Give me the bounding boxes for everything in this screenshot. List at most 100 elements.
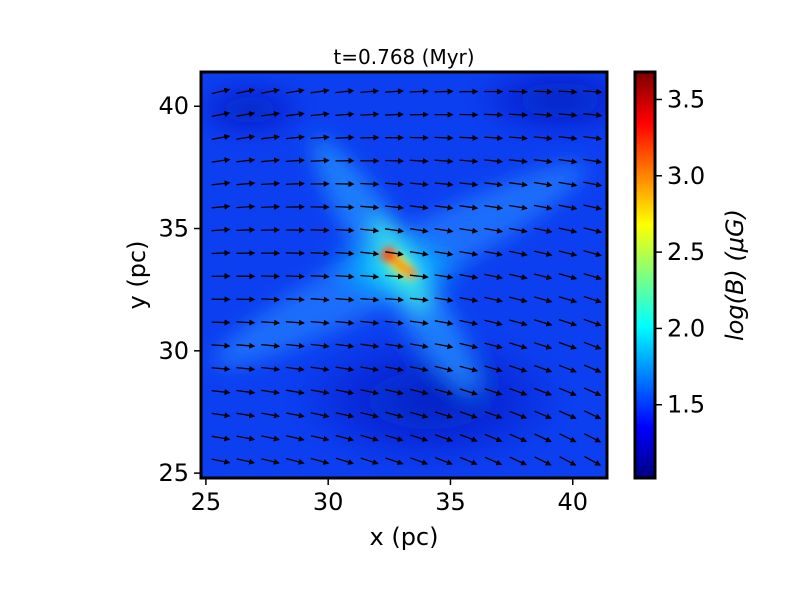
field-vector xyxy=(558,364,577,373)
field-vector xyxy=(534,364,553,373)
field-vector xyxy=(310,366,330,373)
field-vector xyxy=(459,296,479,303)
field-vector xyxy=(285,389,305,396)
field-vector xyxy=(360,250,380,257)
field-vector xyxy=(385,111,404,118)
field-vector xyxy=(385,319,404,326)
field-vector xyxy=(335,204,355,211)
colorbar-frame xyxy=(633,70,657,480)
colorbar-ticks: 1.5 2.0 2.5 3.0 3.5 xyxy=(655,85,705,419)
field-vector xyxy=(310,319,330,326)
field-vector xyxy=(236,111,256,117)
field-vector xyxy=(360,434,379,442)
x-tick-label: 25 xyxy=(191,488,222,516)
field-vector xyxy=(409,204,429,211)
field-vector xyxy=(434,88,454,95)
y-tick-label: 25 xyxy=(158,459,189,487)
field-vector xyxy=(211,110,231,118)
field-vector xyxy=(285,296,305,303)
field-vector xyxy=(285,435,305,442)
field-vector xyxy=(484,181,504,188)
field-vector xyxy=(360,366,380,373)
field-vector xyxy=(583,364,602,373)
field-vector xyxy=(509,273,528,281)
field-vector xyxy=(211,412,231,419)
field-vector xyxy=(558,341,577,350)
field-vector xyxy=(533,181,553,188)
y-tick-label: 30 xyxy=(158,337,189,365)
field-vector xyxy=(360,227,380,234)
field-vector xyxy=(459,342,479,350)
colorbar: 1.5 2.0 2.5 3.0 3.5 log(B) (μG) xyxy=(633,70,749,480)
field-vector xyxy=(211,249,231,256)
field-vector xyxy=(533,158,553,165)
field-vector xyxy=(261,458,280,465)
field-vector xyxy=(360,111,380,118)
field-vector xyxy=(534,456,552,466)
field-vector xyxy=(236,458,256,465)
field-vector xyxy=(583,387,602,397)
field-vector xyxy=(533,273,553,281)
field-vector xyxy=(335,457,355,465)
field-vector xyxy=(508,135,528,142)
field-vector xyxy=(360,204,380,211)
field-vector xyxy=(310,273,330,280)
field-vector xyxy=(484,296,503,304)
colorbar-label: log(B) (μG) xyxy=(721,209,749,341)
field-vector xyxy=(434,388,454,396)
field-vector xyxy=(410,434,429,442)
field-vector xyxy=(335,134,355,141)
y-tick-label: 35 xyxy=(158,215,189,243)
field-vector xyxy=(261,87,280,94)
field-vector xyxy=(583,135,603,142)
field-vector xyxy=(558,135,578,142)
field-vector xyxy=(434,434,454,442)
field-vector xyxy=(409,388,429,396)
field-vector xyxy=(310,389,330,396)
field-vector xyxy=(211,157,231,164)
field-vector xyxy=(211,389,231,396)
field-vector xyxy=(558,387,577,396)
chart-title: t=0.768 (Myr) xyxy=(333,45,474,69)
field-vector xyxy=(335,342,355,349)
field-vector xyxy=(285,157,305,164)
field-vector xyxy=(335,296,355,303)
field-vector xyxy=(558,111,578,118)
field-vector xyxy=(459,250,479,257)
field-vector xyxy=(434,204,454,211)
field-vector xyxy=(459,433,478,443)
field-vector xyxy=(583,295,602,304)
field-vector xyxy=(410,411,429,419)
field-vector xyxy=(385,296,404,303)
field-vector xyxy=(335,412,355,419)
field-vector xyxy=(509,410,528,419)
field-vector xyxy=(509,365,528,373)
field-vector xyxy=(385,250,404,257)
field-vector xyxy=(310,134,330,141)
field-vector xyxy=(211,435,231,442)
colorbar-tick-label: 1.5 xyxy=(667,391,705,419)
field-vector xyxy=(335,366,355,373)
field-vector xyxy=(285,273,305,280)
field-vector xyxy=(310,227,330,234)
colorbar-gradient xyxy=(635,72,655,478)
field-vector xyxy=(310,412,330,419)
field-vector xyxy=(385,434,404,442)
y-axis-label: y (pc) xyxy=(123,241,151,310)
field-vector xyxy=(285,180,305,187)
field-vector xyxy=(533,111,553,118)
field-vector xyxy=(236,319,256,326)
field-vector xyxy=(261,366,281,372)
field-vector xyxy=(559,433,577,443)
plot-frame xyxy=(199,70,609,480)
field-vector xyxy=(285,342,305,349)
field-vector xyxy=(434,273,454,280)
field-vector xyxy=(459,227,479,234)
field-vector xyxy=(310,342,330,349)
field-vector xyxy=(584,433,602,443)
field-vector xyxy=(385,227,404,234)
field-vector xyxy=(434,320,454,326)
field-vector xyxy=(508,204,528,211)
field-vector xyxy=(360,273,380,280)
